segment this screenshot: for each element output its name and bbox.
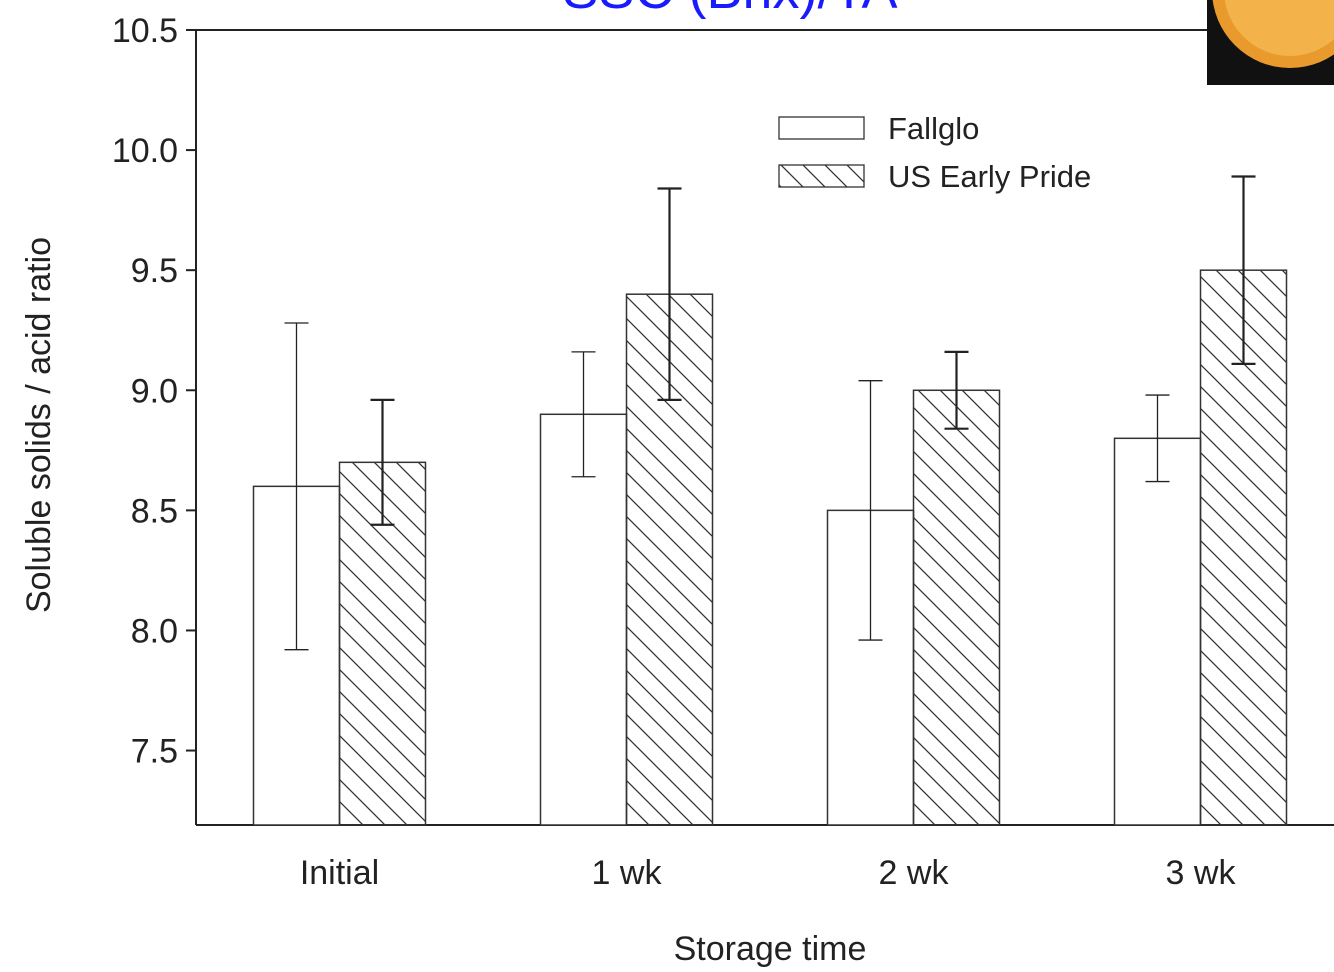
error-bar — [571, 351, 596, 478]
y-tick-label: 7.5 — [131, 733, 178, 771]
legend-label: Fallglo — [888, 111, 979, 146]
legend-swatch — [778, 116, 865, 140]
bar — [912, 389, 1001, 826]
y-tick-label: 8.5 — [131, 492, 178, 530]
y-tick-label: 10.5 — [112, 12, 178, 50]
error-bar — [284, 322, 309, 651]
bar — [1113, 437, 1202, 826]
y-tick-label: 9.0 — [131, 372, 178, 410]
x-tick-label: 3 wk — [1166, 854, 1237, 892]
legend-swatch — [778, 164, 865, 188]
error-bar — [1145, 394, 1170, 483]
y-axis-label: Soluble solids / acid ratio — [20, 237, 58, 613]
error-bar — [944, 350, 969, 430]
bar — [539, 413, 628, 826]
error-bar — [858, 380, 883, 641]
x-tick-label: Initial — [300, 854, 379, 892]
y-tick-label: 9.5 — [131, 252, 178, 290]
y-tick-label: 10.0 — [112, 132, 178, 170]
x-tick-label: 2 wk — [879, 854, 950, 892]
error-bar — [657, 187, 682, 401]
orange-photo — [1207, 0, 1334, 85]
y-tick-label: 8.0 — [131, 612, 178, 650]
legend-label: US Early Pride — [888, 159, 1091, 194]
chart-title: SSC (Brix)/TA — [563, 0, 898, 20]
x-tick-label: 1 wk — [592, 854, 663, 892]
error-bar — [370, 398, 395, 526]
x-axis-label: Storage time — [674, 930, 867, 968]
error-bar — [1231, 175, 1256, 365]
